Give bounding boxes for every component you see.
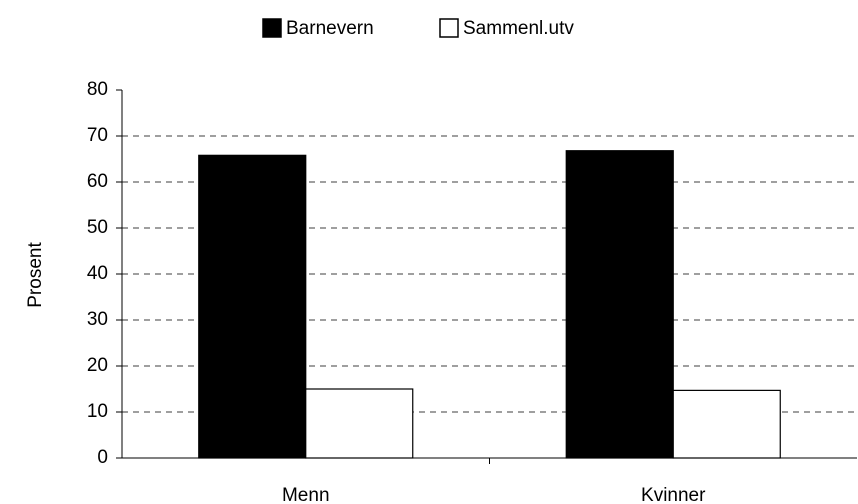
x-tick-label: Kvinner xyxy=(641,485,706,504)
y-tick-label: 70 xyxy=(87,125,108,146)
legend-label: Sammenl.utv xyxy=(463,18,574,39)
bar xyxy=(565,150,674,459)
y-tick-label: 50 xyxy=(87,217,108,238)
y-tick-label: 10 xyxy=(87,401,108,422)
x-tick-label: Menn xyxy=(282,485,330,504)
bar xyxy=(672,389,781,459)
y-tick-label: 20 xyxy=(87,355,108,376)
y-tick-label: 30 xyxy=(87,309,108,330)
legend-swatch xyxy=(439,18,459,38)
bar xyxy=(198,154,307,459)
legend-label: Barnevern xyxy=(286,18,374,39)
y-tick-label: 0 xyxy=(97,447,108,468)
y-tick-label: 60 xyxy=(87,171,108,192)
y-tick-label: 80 xyxy=(87,79,108,100)
y-axis-label: Prosent xyxy=(25,242,46,308)
legend-swatch xyxy=(262,18,282,38)
bar xyxy=(305,388,414,459)
y-tick-label: 40 xyxy=(87,263,108,284)
